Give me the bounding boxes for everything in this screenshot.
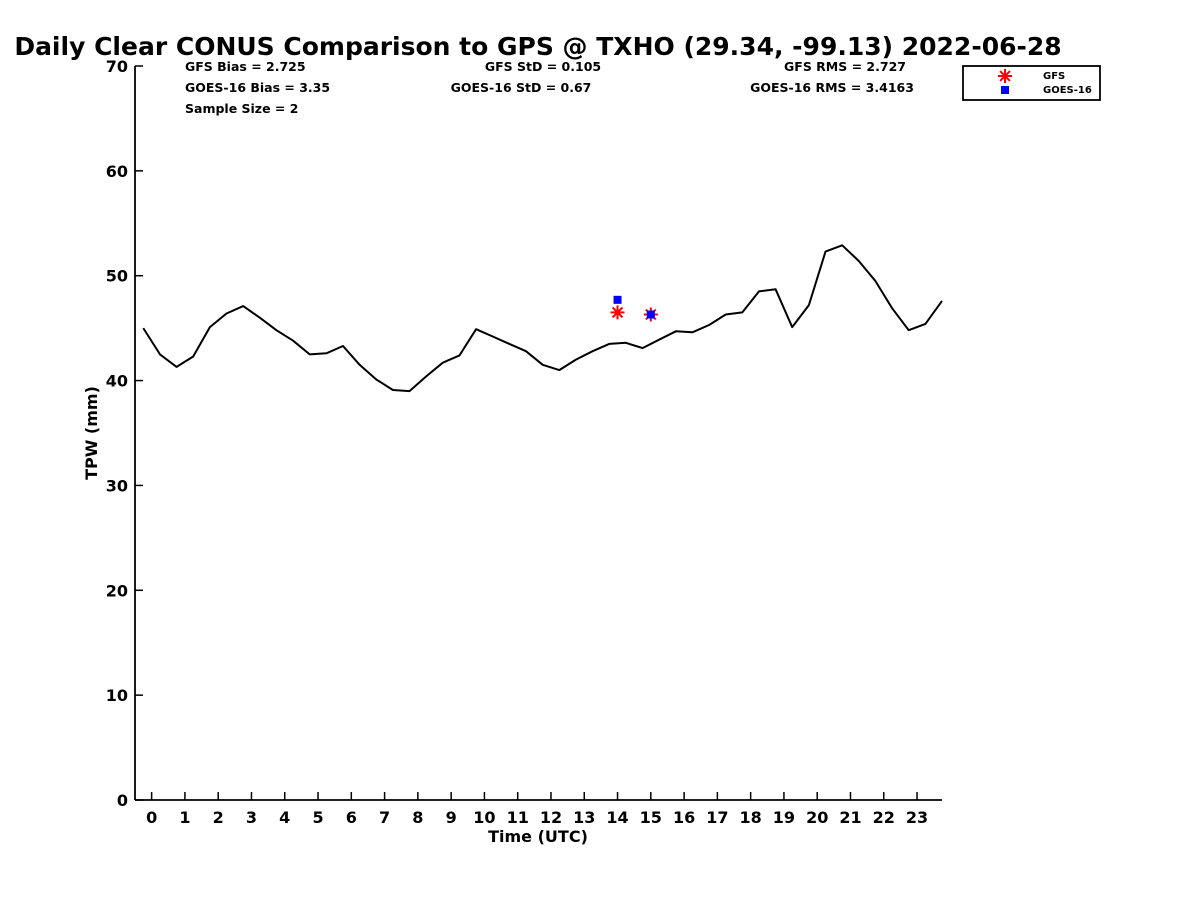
gfs-point-marker bbox=[610, 305, 625, 320]
statistics-annotations: GFS Bias = 2.725 GOES-16 Bias = 3.35 Sampl… bbox=[185, 59, 914, 116]
stat-annotation: GFS StD = 0.105 bbox=[485, 59, 601, 74]
legend-label: GFS bbox=[1043, 71, 1065, 82]
x-tick-label: 11 bbox=[507, 808, 529, 827]
legend-label: GOES-16 bbox=[1043, 85, 1092, 96]
legend-box bbox=[962, 65, 1101, 101]
x-tick-label: 6 bbox=[346, 808, 357, 827]
x-tick-label: 19 bbox=[773, 808, 795, 827]
y-tick-label: 70 bbox=[106, 57, 128, 76]
x-tick-label: 4 bbox=[279, 808, 290, 827]
x-axis-label: Time (UTC) bbox=[488, 827, 588, 846]
x-tick-label: 17 bbox=[706, 808, 728, 827]
x-tick-label: 12 bbox=[540, 808, 562, 827]
stat-annotation: GOES-16 StD = 0.67 bbox=[451, 80, 592, 95]
y-tick-label: 10 bbox=[106, 686, 128, 705]
x-tick-label: 0 bbox=[146, 808, 157, 827]
x-tick-label: 10 bbox=[473, 808, 495, 827]
x-tick-label: 16 bbox=[673, 808, 695, 827]
stat-annotation: Sample Size = 2 bbox=[185, 101, 298, 116]
legend-goes16-marker bbox=[1001, 86, 1009, 94]
y-tick-label: 50 bbox=[106, 267, 128, 286]
chart-title: Daily Clear CONUS Comparison to GPS @ TX… bbox=[14, 32, 1061, 61]
plot-area bbox=[134, 66, 942, 801]
x-tick-label: 13 bbox=[573, 808, 595, 827]
x-tick-label: 15 bbox=[640, 808, 662, 827]
x-tick-label: 1 bbox=[179, 808, 190, 827]
x-tick-label: 23 bbox=[906, 808, 928, 827]
x-tick-label: 20 bbox=[806, 808, 828, 827]
x-tick-label: 14 bbox=[606, 808, 628, 827]
stat-annotation: GOES-16 RMS = 3.4163 bbox=[750, 80, 914, 95]
x-tick-label: 21 bbox=[839, 808, 861, 827]
y-tick-label: 20 bbox=[106, 581, 128, 600]
x-tick-label: 5 bbox=[312, 808, 323, 827]
gps-tpw-line bbox=[142, 244, 943, 393]
satellite-markers bbox=[610, 295, 658, 322]
legend-gfs-marker bbox=[998, 69, 1012, 83]
x-tick-label: 2 bbox=[213, 808, 224, 827]
gps-line-series bbox=[142, 244, 943, 393]
y-tick-label: 30 bbox=[106, 476, 128, 495]
x-tick-label: 22 bbox=[873, 808, 895, 827]
x-tick-label: 3 bbox=[246, 808, 257, 827]
stat-annotation: GFS Bias = 2.725 bbox=[185, 59, 306, 74]
y-axis-ticks: 0 10 20 30 40 50 60 70 bbox=[106, 57, 143, 810]
x-tick-label: 9 bbox=[446, 808, 457, 827]
goes16-point-marker bbox=[613, 295, 622, 304]
x-tick-label: 8 bbox=[412, 808, 423, 827]
x-tick-label: 18 bbox=[740, 808, 762, 827]
legend: GFS GOES-16 bbox=[962, 65, 1101, 101]
y-tick-label: 60 bbox=[106, 162, 128, 181]
y-tick-label: 0 bbox=[117, 791, 128, 810]
x-axis-ticks: 0 1 2 3 4 5 6 7 8 9 10 11 12 13 14 15 16 17 18 19 20 21 22 23 bbox=[146, 792, 928, 827]
stat-annotation: GFS RMS = 2.727 bbox=[784, 59, 906, 74]
goes16-point-marker bbox=[646, 310, 655, 319]
y-tick-label: 40 bbox=[106, 372, 128, 391]
stat-annotation: GOES-16 Bias = 3.35 bbox=[185, 80, 330, 95]
y-axis-label: TPW (mm) bbox=[82, 386, 101, 480]
x-tick-label: 7 bbox=[379, 808, 390, 827]
